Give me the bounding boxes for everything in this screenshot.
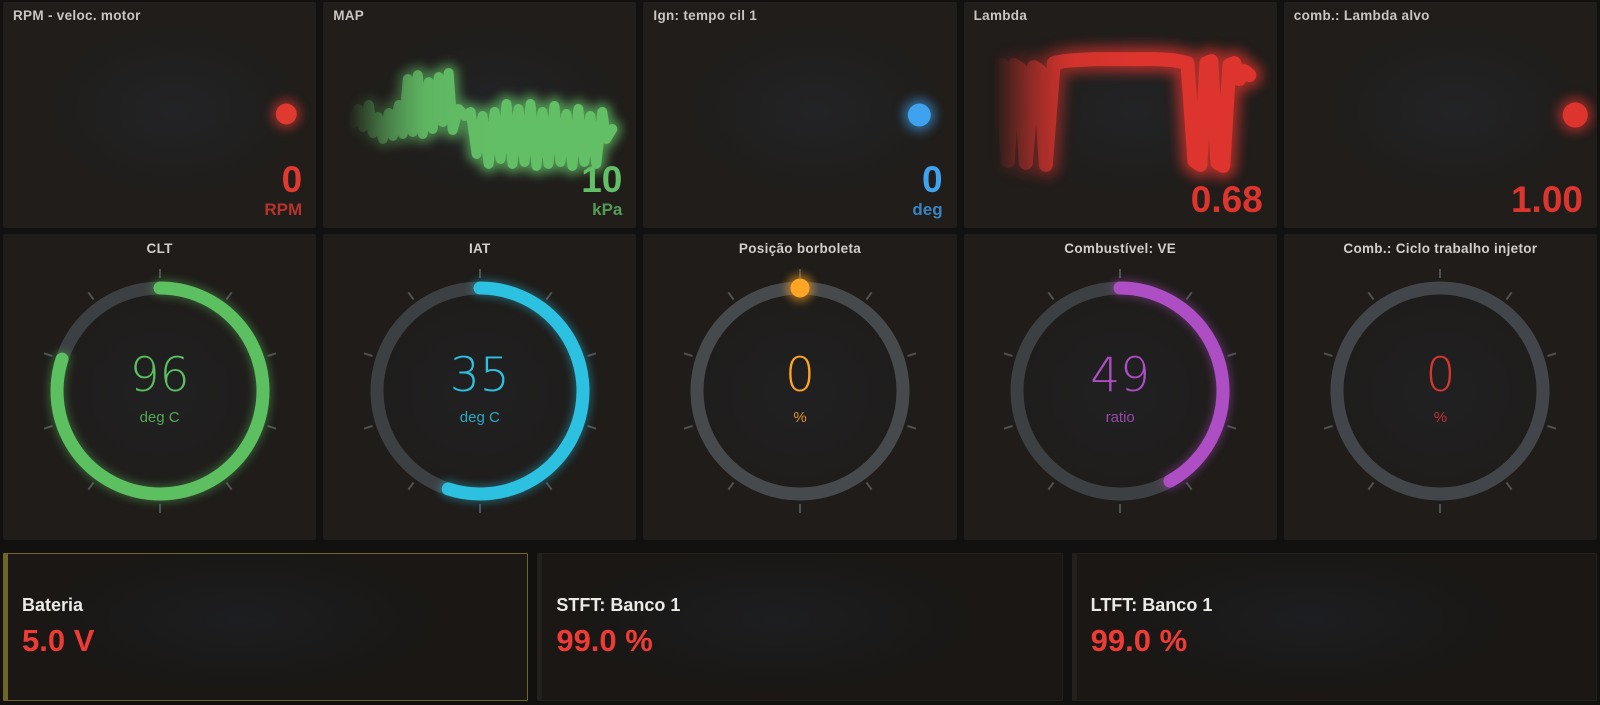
readout: 0 RPM: [264, 158, 303, 220]
gauge-readout: 0 %: [1284, 352, 1597, 426]
iat-unit: deg C: [459, 409, 500, 426]
stft-value: 99.0 %: [556, 623, 653, 658]
map-sparkline: [338, 63, 622, 176]
gauge-label: Posição borboleta: [738, 241, 862, 256]
lambda-sparkline: [980, 45, 1263, 180]
readout: 10 kPa: [581, 158, 623, 220]
clt-unit: deg C: [139, 409, 180, 426]
fuel-ve-gauge-dial: [1003, 269, 1237, 513]
sparkline-row: RPM - veloc. motor 0 RPM MAP 10 kPa Ign:…: [0, 0, 1600, 228]
clt-value: 96: [129, 348, 190, 403]
map-unit: kPa: [592, 200, 623, 220]
gauge-readout: 49 ratio: [964, 352, 1277, 426]
injector-duty-gauge-dial: [1324, 269, 1557, 513]
indicator-row: Bateria 5.0 V STFT: Banco 1 99.0 % LTFT:…: [0, 553, 1600, 701]
gauge-clt[interactable]: CLT 96 deg C: [3, 234, 317, 540]
ignition-value: 0: [922, 158, 943, 200]
clt-gauge-dial: [43, 269, 276, 513]
gauge-iat[interactable]: IAT 35 deg C: [323, 234, 637, 540]
stft-title: STFT: Banco 1: [556, 595, 681, 615]
sparkline-panel-lambda[interactable]: Lambda 0.68: [963, 2, 1277, 228]
gauge-label: Combustível: VE: [1064, 241, 1177, 256]
panel-title: RPM - veloc. motor: [13, 8, 141, 23]
gauge-injector-duty[interactable]: Comb.: Ciclo trabalho injetor 0 %: [1283, 234, 1597, 540]
throttle-unit: %: [793, 409, 807, 426]
gauge-row: CLT 96 deg C IAT 35 deg C Posição borbol…: [0, 234, 1600, 540]
rpm-unit: RPM: [264, 200, 303, 220]
gauge-readout: 0 %: [643, 352, 956, 426]
sparkline-panel-ignition-timing[interactable]: Ign: tempo cil 1 0 deg: [643, 2, 957, 228]
indicator-battery[interactable]: Bateria 5.0 V: [3, 553, 529, 701]
gauge-fuel-ve[interactable]: Combustível: VE 49 ratio: [963, 234, 1277, 540]
ltft-title: LTFT: Banco 1: [1090, 595, 1213, 615]
gauge-label: IAT: [468, 241, 491, 256]
rpm-sparkline: [19, 99, 302, 129]
gauge-readout: 35 deg C: [323, 352, 636, 426]
readout: 0.68: [1190, 179, 1263, 221]
gauge-label: CLT: [146, 241, 173, 256]
panel-title: Lambda: [973, 8, 1028, 23]
fuel-ve-unit: ratio: [1105, 409, 1135, 426]
ignition-sparkline: [656, 98, 937, 132]
sparkline-panel-rpm[interactable]: RPM - veloc. motor 0 RPM: [3, 2, 317, 228]
readout: 0 deg: [912, 158, 943, 220]
fuel-ve-value: 49: [1090, 348, 1151, 403]
battery-title: Bateria: [22, 595, 84, 615]
gauge-readout: 96 deg C: [3, 352, 316, 426]
lambda-target-value: 1.00: [1510, 179, 1583, 221]
battery-value: 5.0 V: [22, 623, 95, 658]
gauge-label: Comb.: Ciclo trabalho injetor: [1343, 241, 1538, 256]
throttle-gauge-dial: [683, 269, 917, 513]
panel-title: comb.: Lambda alvo: [1293, 8, 1430, 23]
sparkline-panel-map[interactable]: MAP 10 kPa: [323, 2, 637, 228]
injector-duty-value: 0: [1425, 348, 1456, 403]
injector-duty-unit: %: [1433, 409, 1448, 426]
lambda-value: 0.68: [1190, 179, 1263, 221]
iat-value: 35: [449, 348, 510, 403]
rpm-value: 0: [281, 158, 303, 200]
ignition-unit: deg: [912, 200, 943, 220]
panel-title: MAP: [333, 8, 365, 23]
sparkline-panel-lambda-target[interactable]: comb.: Lambda alvo 1.00: [1283, 2, 1597, 228]
readout: 1.00: [1510, 179, 1583, 221]
gauge-throttle-position[interactable]: Posição borboleta 0 %: [643, 234, 957, 540]
panel-title: Ign: tempo cil 1: [653, 8, 758, 23]
map-value: 10: [581, 158, 623, 200]
indicator-stft-bank1[interactable]: STFT: Banco 1 99.0 %: [537, 553, 1063, 701]
ltft-value: 99.0 %: [1090, 623, 1188, 658]
throttle-value: 0: [785, 348, 815, 403]
indicator-ltft-bank1[interactable]: LTFT: Banco 1 99.0 %: [1071, 553, 1597, 701]
iat-gauge-dial: [363, 269, 597, 513]
lambda-target-sparkline: [1304, 97, 1594, 133]
